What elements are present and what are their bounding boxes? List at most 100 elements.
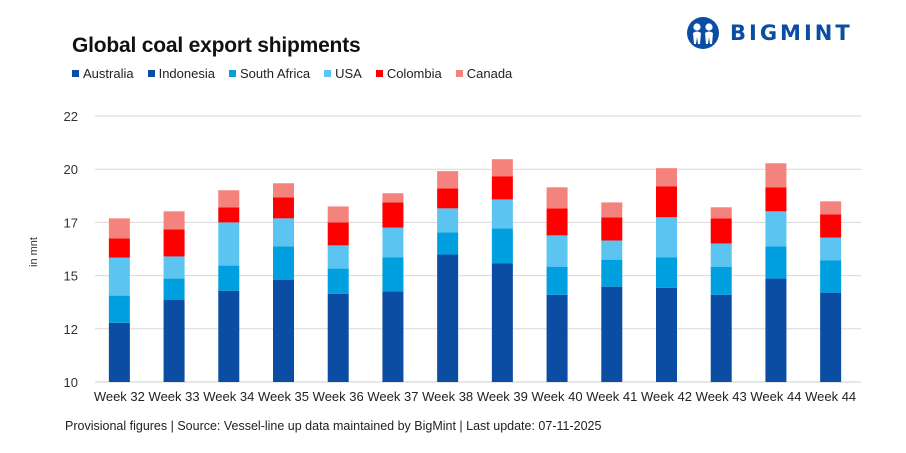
bigmint-logo-text: BIGMINT — [730, 21, 853, 45]
bar-segment-usa — [710, 243, 732, 267]
bar-stack — [710, 207, 732, 382]
bar-segment-usa — [656, 217, 677, 258]
x-tick-label: Week 35 — [258, 389, 309, 404]
bar-segment-canada — [108, 218, 130, 239]
bar-segment-australia — [108, 322, 130, 382]
legend-item-south-africa: South Africa — [228, 66, 311, 81]
x-tick-label: Week 33 — [149, 389, 200, 404]
bar-stack — [327, 206, 349, 382]
bigmint-people-icon — [687, 17, 719, 49]
bar-segment-usa — [218, 222, 240, 266]
bar-segment-canada — [765, 163, 787, 188]
bar-stack — [218, 190, 240, 382]
bar-segment-colombia — [656, 186, 677, 218]
bar-segment-south-africa — [710, 266, 732, 295]
x-axis-labels: Week 32 Week 33 Week 34 Week 35 Week 36 Week … — [94, 389, 856, 404]
bar-segment-colombia — [108, 238, 130, 258]
bar-segment-south-africa — [601, 259, 623, 287]
bar-segment-usa — [382, 227, 404, 258]
bar-segment-usa — [491, 199, 513, 229]
bar-segment-south-africa — [765, 246, 787, 279]
bar-segment-australia — [820, 292, 842, 382]
bar-stack — [491, 159, 513, 382]
bar-segment-usa — [765, 211, 787, 247]
bar-segment-usa — [546, 235, 568, 267]
chart-legend: Australia Indonesia South Africa USA Colombi… — [72, 66, 526, 81]
bar-segment-colombia — [327, 222, 349, 246]
legend-swatch — [228, 70, 236, 77]
bar-segment-australia — [437, 254, 459, 382]
bar-segment-usa — [327, 245, 349, 269]
bar-stack — [546, 187, 568, 382]
gridlines — [95, 115, 861, 383]
x-tick-label: Week 34 — [203, 389, 254, 404]
bar-segment-south-africa — [382, 257, 404, 292]
bar-segment-colombia — [163, 229, 185, 257]
bar-stack — [765, 163, 787, 382]
bar-segment-colombia — [820, 214, 842, 238]
bar-segment-colombia — [218, 207, 240, 223]
legend-swatch — [375, 70, 383, 77]
legend-item-australia: Australia — [72, 66, 134, 81]
bar-segment-usa — [820, 237, 842, 261]
legend-label: Indonesia — [158, 66, 215, 81]
y-tick-label: 12 — [64, 322, 78, 337]
bar-segment-usa — [437, 208, 459, 233]
y-axis-ticks: 10 12 15 17 20 22 — [64, 109, 78, 390]
bar-segment-south-africa — [491, 228, 513, 264]
bar-segment-south-africa — [820, 260, 842, 293]
bar-segment-south-africa — [656, 257, 677, 288]
y-tick-label: 22 — [64, 109, 78, 124]
bar-segment-colombia — [601, 217, 623, 241]
bar-segment-australia — [765, 278, 787, 382]
bar-segment-colombia — [491, 176, 513, 200]
bar-segment-canada — [601, 202, 623, 218]
bar-segment-colombia — [382, 202, 404, 228]
bar-segment-colombia — [546, 208, 568, 236]
x-tick-label: Week 36 — [313, 389, 364, 404]
bar-segment-south-africa — [546, 266, 568, 295]
y-tick-label: 10 — [64, 375, 78, 390]
bar-segment-australia — [273, 279, 294, 382]
bar-segment-canada — [491, 159, 513, 177]
bar-segment-canada — [710, 207, 732, 219]
bar-segment-canada — [820, 201, 842, 215]
x-tick-label: Week 40 — [532, 389, 583, 404]
bar-stack — [656, 168, 677, 382]
bar-segment-australia — [327, 293, 349, 382]
legend-item-indonesia: Indonesia — [147, 66, 215, 81]
legend-item-colombia: Colombia — [375, 66, 442, 81]
bar-segment-australia — [601, 286, 623, 382]
x-tick-label: Week 41 — [586, 389, 637, 404]
bar-segment-australia — [710, 294, 732, 382]
legend-label: Australia — [83, 66, 134, 81]
legend-label: Canada — [466, 66, 513, 81]
bar-segment-south-africa — [273, 246, 294, 280]
bars — [108, 159, 842, 382]
legend-swatch — [455, 70, 463, 77]
legend-swatch — [324, 70, 332, 77]
bar-segment-canada — [218, 190, 240, 208]
x-tick-label: Week 39 — [477, 389, 528, 404]
bar-segment-australia — [382, 291, 404, 382]
bar-segment-canada — [327, 206, 349, 223]
bar-segment-south-africa — [108, 295, 130, 323]
bar-segment-usa — [163, 256, 185, 279]
y-tick-label: 17 — [64, 215, 78, 230]
x-tick-label: Week 44 — [750, 389, 801, 404]
bar-segment-usa — [108, 257, 130, 296]
bar-segment-canada — [273, 183, 294, 198]
legend-label: Colombia — [386, 66, 442, 81]
bar-segment-usa — [273, 218, 294, 247]
bar-segment-usa — [601, 240, 623, 260]
bigmint-logo: BIGMINT — [686, 16, 853, 50]
bar-segment-canada — [382, 193, 404, 203]
x-tick-label: Week 43 — [696, 389, 747, 404]
x-tick-label: Week 42 — [641, 389, 692, 404]
legend-item-canada: Canada — [455, 66, 513, 81]
legend-label: South Africa — [239, 66, 311, 81]
bar-segment-australia — [163, 299, 185, 382]
y-axis-title: in mnt — [28, 237, 40, 267]
bar-stack — [437, 171, 459, 382]
